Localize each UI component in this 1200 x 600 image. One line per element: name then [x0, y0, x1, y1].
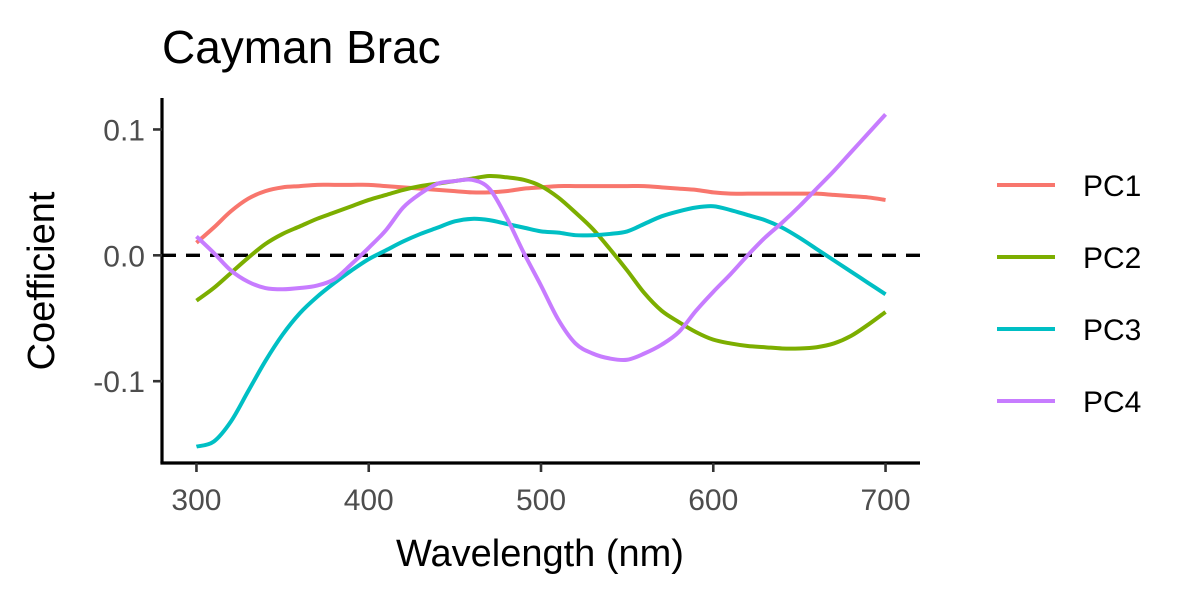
- y-axis-title: Coefficient: [21, 191, 63, 370]
- series-line-pc3: [195, 204, 887, 449]
- x-tick-label: 300: [171, 484, 221, 517]
- legend-label-pc4: PC4: [1083, 386, 1141, 419]
- y-tick-label: 0.1: [103, 114, 145, 147]
- series-line-pc4: [195, 113, 888, 363]
- axes: 300 400 500 600 700 0.1 0.0 -0.1: [93, 98, 920, 517]
- x-tick-label: 600: [688, 484, 738, 517]
- legend-label-pc3: PC3: [1083, 314, 1141, 347]
- x-tick-label: 500: [516, 484, 566, 517]
- chart-title: Cayman Brac: [162, 21, 441, 73]
- series-line-pc1: [195, 182, 886, 245]
- y-tick-label: 0.0: [103, 240, 145, 273]
- legend-label-pc1: PC1: [1083, 170, 1141, 203]
- legend: PC1 PC2 PC3 PC4: [997, 170, 1141, 419]
- x-axis-title: Wavelength (nm): [396, 533, 684, 575]
- plot-area: [162, 113, 920, 449]
- series-line-pc2: [195, 173, 887, 351]
- x-tick-label: 400: [344, 484, 394, 517]
- legend-label-pc2: PC2: [1083, 242, 1141, 275]
- x-tick-label: 700: [861, 484, 911, 517]
- y-tick-label: -0.1: [93, 366, 145, 399]
